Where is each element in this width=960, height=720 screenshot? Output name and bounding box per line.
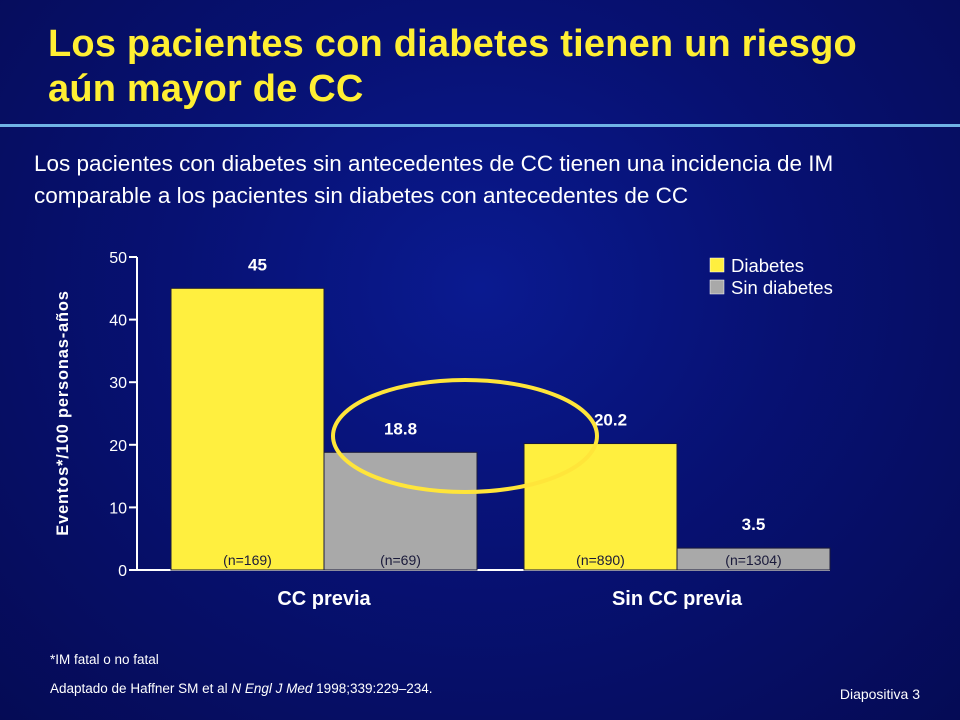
y-tick-label: 0: [118, 563, 127, 580]
x-category-label: Sin CC previa: [612, 588, 743, 610]
sample-size-label: (n=890): [576, 552, 625, 568]
bar-diabetes: [170, 287, 325, 571]
data-label: 18.8: [384, 419, 417, 438]
title-divider: [0, 124, 960, 127]
bar-sin-diabetes: [323, 451, 478, 571]
footnote-definition: *IM fatal o no fatal: [50, 652, 159, 667]
footnote-reference: Adaptado de Haffner SM et al N Engl J Me…: [50, 681, 433, 696]
legend-label: Diabetes: [731, 255, 804, 276]
reference-suffix: 1998;339:229–234.: [312, 681, 433, 696]
bar-diabetes: [523, 443, 678, 571]
sample-size-label: (n=1304): [725, 552, 781, 568]
y-tick-label: 10: [109, 500, 127, 517]
y-axis-title: Eventos*/100 personas-años: [54, 290, 72, 535]
slide-number: Diapositiva 3: [839, 686, 920, 702]
slide-title: Los pacientes con diabetes tienen un rie…: [48, 23, 857, 110]
reference-prefix: Adaptado de Haffner SM et al: [50, 681, 232, 696]
highlight-ellipse: [331, 378, 599, 494]
data-label: 3.5: [742, 515, 766, 534]
y-tick-label: 50: [109, 250, 127, 267]
y-tick-label: 30: [109, 375, 127, 392]
reference-journal: N Engl J Med: [231, 681, 313, 696]
x-category-label: CC previa: [277, 588, 371, 610]
y-tick-label: 20: [109, 438, 127, 455]
sample-size-label: (n=69): [380, 552, 421, 568]
legend-label: Sin diabetes: [731, 277, 833, 298]
data-label: 45: [248, 255, 267, 274]
data-label: 20.2: [594, 411, 627, 430]
y-tick-label: 40: [109, 313, 127, 330]
bar-sin-diabetes: [676, 547, 831, 571]
slide-subtitle: Los pacientes con diabetes sin anteceden…: [34, 151, 834, 208]
sample-size-label: (n=169): [223, 552, 272, 568]
legend-swatch: [709, 279, 725, 295]
legend-swatch: [709, 257, 725, 273]
